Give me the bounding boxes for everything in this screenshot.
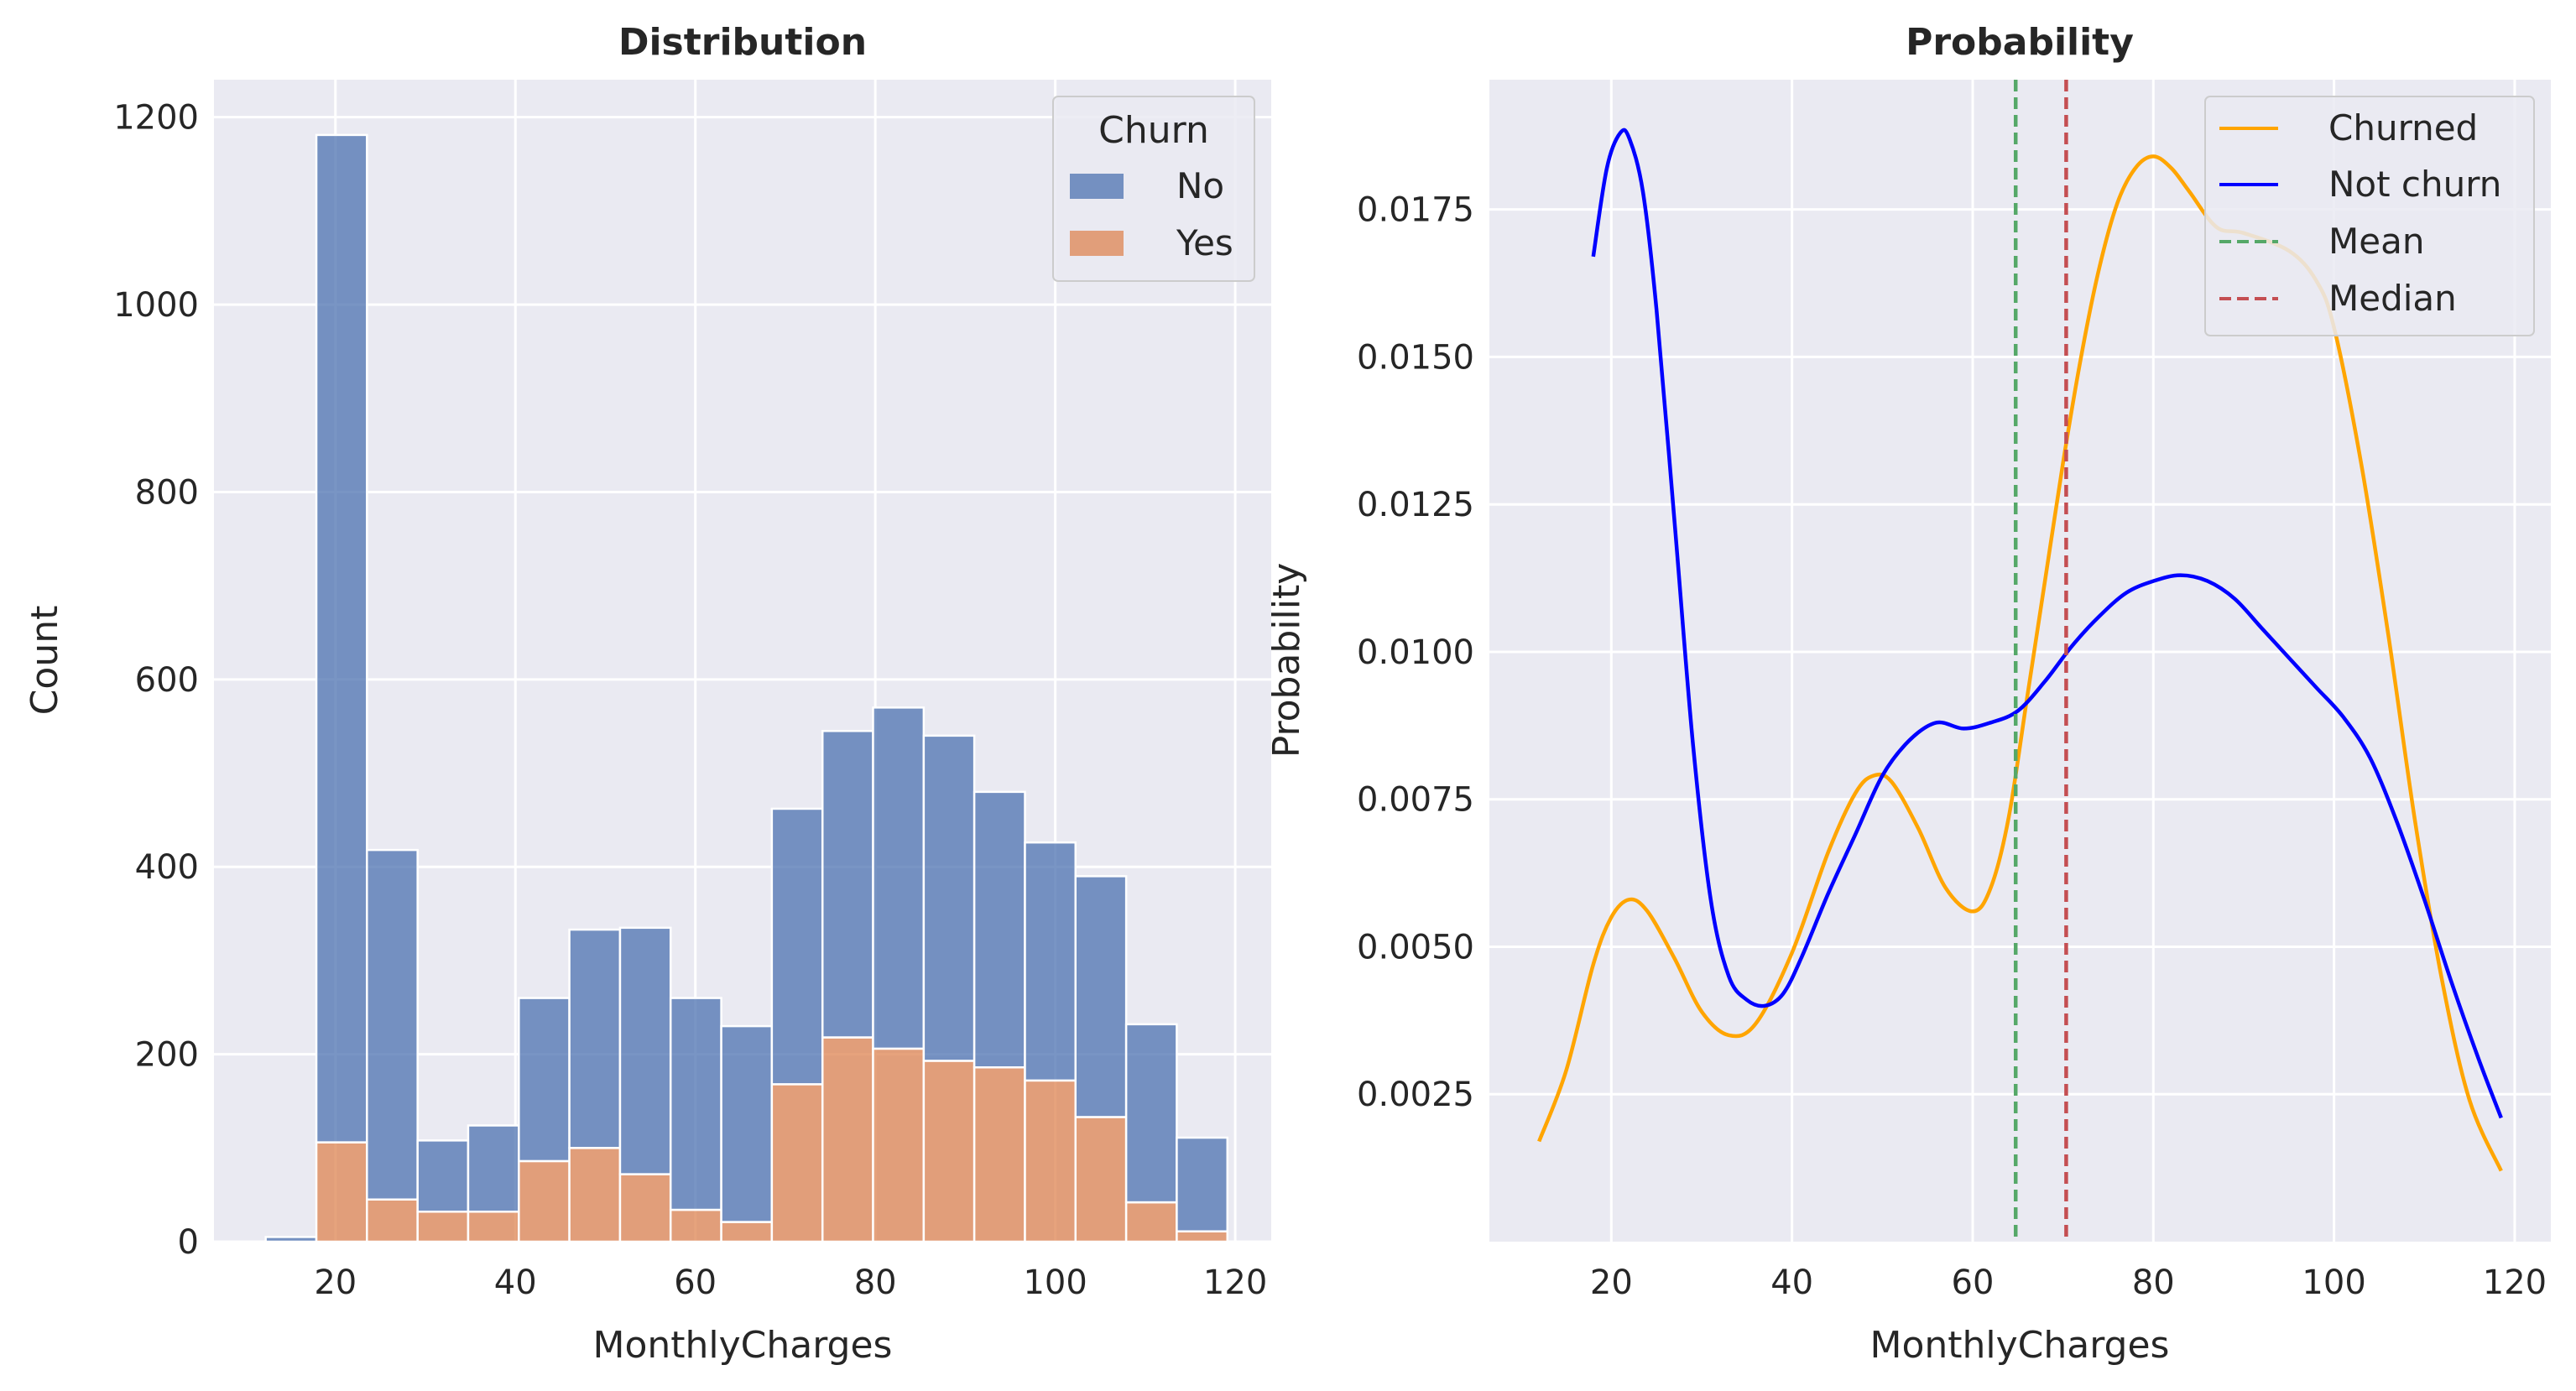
distribution-x-tick-label: 20 (314, 1263, 357, 1302)
distribution-title: Distribution (618, 21, 867, 64)
not-churn-curve (1591, 128, 2503, 1119)
distribution-bars (264, 133, 1229, 1243)
distribution-legend-label-no: No (1176, 165, 1224, 206)
bar-no (366, 848, 419, 1201)
distribution-y-tick-label: 600 (135, 661, 199, 700)
distribution-y-tick-label: 800 (135, 473, 199, 512)
bar-yes (821, 1036, 874, 1243)
probability-y-tick-label: 0.0075 (1357, 781, 1474, 820)
probability-legend-frame (2204, 96, 2535, 336)
bar-yes (1024, 1079, 1077, 1243)
probability-legend-label-mean: Mean (2328, 221, 2424, 262)
bar-yes (872, 1047, 926, 1243)
distribution-x-tick-label: 60 (674, 1263, 717, 1302)
probability-x-tick-label: 80 (2132, 1263, 2175, 1302)
churned-curve (1537, 154, 2503, 1172)
bar-yes (568, 1147, 622, 1243)
bar-no (720, 1024, 774, 1223)
bar-yes (416, 1211, 470, 1243)
distribution-y-tick-label: 1200 (113, 99, 199, 138)
distribution-panel: 20 40 60 80 100 120 0 200 400 600 800 1000 1200 Dis… (23, 21, 1271, 1367)
distribution-y-tick-label: 1000 (113, 286, 199, 325)
distribution-legend: Churn No Yes (1052, 96, 1255, 282)
probability-x-tick-label: 40 (1770, 1263, 1813, 1302)
bar-yes (770, 1083, 824, 1243)
bar-yes (618, 1173, 672, 1243)
bar-yes (315, 1141, 368, 1243)
bar-yes (1176, 1230, 1229, 1243)
bar-yes (720, 1221, 774, 1243)
bar-no (922, 734, 976, 1062)
probability-x-tick-labels: 20 40 60 80 100 120 (1590, 1263, 2547, 1302)
distribution-x-tick-label: 40 (494, 1263, 537, 1302)
bar-no (973, 790, 1026, 1069)
probability-x-tick-label: 20 (1590, 1263, 1633, 1302)
probability-x-axis-label: MonthlyCharges (1870, 1324, 2170, 1367)
distribution-legend-label-yes: Yes (1176, 222, 1233, 263)
bar-no (264, 1236, 318, 1243)
distribution-x-tick-labels: 20 40 60 80 100 120 (314, 1263, 1267, 1302)
probability-y-tick-label: 0.0025 (1357, 1076, 1474, 1114)
legend-swatch-yes (1070, 231, 1124, 256)
bar-yes (366, 1198, 419, 1243)
distribution-legend-title: Churn (1098, 109, 1209, 152)
probability-lines (1537, 80, 2503, 1242)
bar-no (1074, 875, 1128, 1118)
probability-title: Probability (1906, 21, 2134, 64)
probability-y-tick-label: 0.0050 (1357, 928, 1474, 966)
bar-no (518, 997, 571, 1163)
bar-no (1024, 841, 1077, 1082)
bar-yes (518, 1159, 571, 1243)
bar-no (1176, 1136, 1229, 1232)
bar-no (872, 706, 926, 1050)
bar-yes (669, 1208, 722, 1243)
distribution-x-tick-label: 120 (1203, 1263, 1267, 1302)
probability-x-tick-label: 120 (2483, 1263, 2547, 1302)
probability-y-tick-label: 0.0150 (1357, 338, 1474, 377)
probability-y-tick-label: 0.0175 (1357, 191, 1474, 230)
probability-y-tick-labels: 0.0025 0.0050 0.0075 0.0100 0.0125 0.0150 0.01… (1357, 191, 1474, 1115)
probability-y-tick-label: 0.0125 (1357, 486, 1474, 524)
probability-legend-label-not-churn: Not churn (2328, 164, 2501, 205)
bar-yes (973, 1066, 1026, 1243)
distribution-y-tick-label: 0 (178, 1223, 199, 1262)
probability-legend-label-churned: Churned (2328, 107, 2478, 148)
bar-yes (467, 1211, 520, 1243)
distribution-x-tick-label: 80 (854, 1263, 897, 1302)
distribution-y-tick-label: 400 (135, 848, 199, 887)
bar-no (770, 807, 824, 1086)
distribution-x-axis-label: MonthlyCharges (593, 1324, 893, 1367)
bar-no (416, 1139, 470, 1213)
probability-legend: Churned Not churn Mean Median (2204, 96, 2535, 336)
bar-no (568, 928, 622, 1149)
bar-yes (1074, 1116, 1128, 1243)
bar-yes (922, 1060, 976, 1243)
bar-no (315, 133, 368, 1144)
bar-no (669, 997, 722, 1211)
bar-no (1124, 1023, 1178, 1204)
probability-y-axis-label: Probability (1265, 563, 1308, 758)
distribution-x-tick-label: 100 (1023, 1263, 1087, 1302)
probability-legend-label-median: Median (2328, 278, 2457, 319)
probability-x-tick-label: 60 (1952, 1263, 1995, 1302)
legend-swatch-no (1070, 174, 1124, 199)
probability-y-tick-label: 0.0100 (1357, 633, 1474, 672)
bar-no (618, 926, 672, 1175)
bar-no (467, 1124, 520, 1213)
probability-x-tick-label: 100 (2302, 1263, 2365, 1302)
bar-yes (1124, 1201, 1178, 1243)
probability-panel: 20 40 60 80 100 120 0.00250.00500.00750.01000… (1265, 21, 2551, 1367)
distribution-y-tick-label: 200 (135, 1036, 199, 1075)
distribution-y-axis-label: Count (23, 606, 66, 716)
bar-no (821, 730, 874, 1039)
distribution-y-tick-labels: 0 200 400 600 800 1000 1200 (113, 99, 199, 1262)
